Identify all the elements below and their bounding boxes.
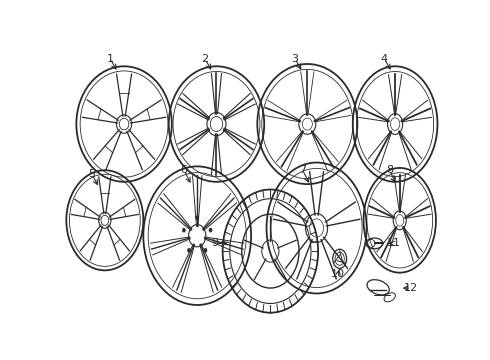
Ellipse shape [196,216,199,220]
Text: 6: 6 [181,165,188,175]
Ellipse shape [204,248,207,252]
Text: 10: 10 [331,269,345,279]
Text: 4: 4 [381,54,388,64]
Ellipse shape [182,228,186,232]
Text: 11: 11 [387,238,401,248]
Ellipse shape [187,248,191,252]
Text: 7: 7 [299,165,306,175]
Text: 2: 2 [201,54,208,64]
Text: 8: 8 [386,165,393,175]
Text: 3: 3 [292,54,298,64]
Ellipse shape [209,228,212,232]
Text: 5: 5 [88,169,95,179]
Text: 12: 12 [404,283,418,293]
Text: 1: 1 [107,54,114,64]
Text: 9: 9 [211,238,219,248]
